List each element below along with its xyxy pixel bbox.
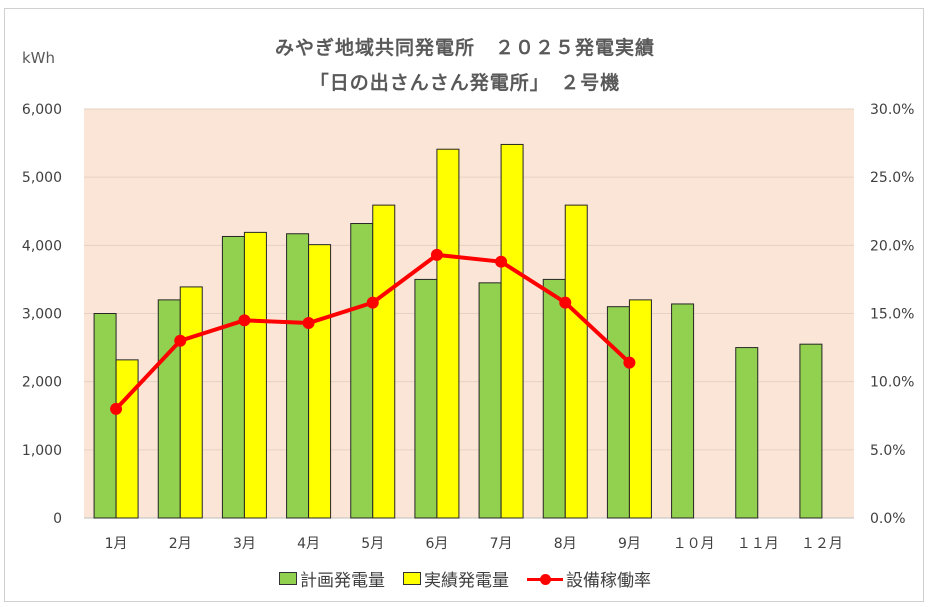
- y-tick-label: 1,000: [22, 443, 62, 459]
- bar-actual: [500, 143, 524, 519]
- point-utilization: [430, 248, 443, 261]
- legend-label-utilization: 設備稼働率: [566, 571, 651, 591]
- y2-tick-label: 25.0%: [870, 170, 914, 186]
- x-tick-label: 3月: [233, 536, 256, 552]
- legend-swatch-utilization: [527, 572, 563, 586]
- point-utilization: [495, 255, 508, 268]
- point-utilization: [238, 314, 251, 327]
- legend: 計画発電量 実績発電量 設備稼働率: [0, 566, 930, 591]
- bar-plan: [735, 347, 759, 519]
- bar-plan: [414, 278, 438, 519]
- x-tick-label: 9月: [618, 536, 641, 552]
- bar-plan: [542, 278, 566, 519]
- legend-swatch-actual: [403, 572, 421, 585]
- legend-label-actual: 実績発電量: [424, 571, 509, 591]
- bar-plan: [221, 235, 245, 519]
- y2-tick-label: 15.0%: [870, 307, 914, 323]
- y-axis-unit-label: kWh: [22, 49, 56, 67]
- legend-item-plan: 計画発電量: [279, 566, 385, 591]
- bar-plan: [350, 223, 374, 519]
- point-utilization: [174, 334, 187, 347]
- x-tick-label: 6月: [425, 536, 448, 552]
- x-tick-label: 8月: [554, 536, 577, 552]
- bar-actual: [628, 299, 652, 519]
- point-utilization: [366, 296, 379, 309]
- legend-swatch-plan: [279, 572, 297, 585]
- y2-tick-label: 10.0%: [870, 375, 914, 391]
- bar-plan: [799, 343, 823, 519]
- y-tick-label: 2,000: [22, 375, 62, 391]
- y2-tick-label: 30.0%: [870, 102, 914, 118]
- point-utilization: [110, 402, 123, 415]
- y-tick-label: 6,000: [22, 102, 62, 118]
- y-tick-label: 0: [53, 511, 62, 527]
- chart-frame: [4, 8, 924, 602]
- chart-title-line1: みやぎ地域共同発電所 ２０２５発電実績: [274, 37, 655, 59]
- x-tick-label: 1月: [105, 536, 128, 552]
- chart-title-line2: 「日の出さんさん発電所」 ２号機: [309, 72, 621, 94]
- point-utilization: [559, 296, 572, 309]
- bar-actual: [179, 286, 203, 519]
- bar-actual: [436, 148, 460, 519]
- legend-item-actual: 実績発電量: [403, 566, 509, 591]
- bar-actual: [372, 204, 396, 519]
- y2-tick-label: 20.0%: [870, 238, 914, 254]
- y-tick-label: 5,000: [22, 170, 62, 186]
- x-tick-label: １０月: [673, 536, 715, 552]
- bar-plan: [671, 303, 695, 519]
- y2-tick-label: 0.0%: [870, 511, 906, 527]
- bar-plan: [157, 299, 181, 519]
- y-tick-label: 3,000: [22, 307, 62, 323]
- y2-tick-label: 5.0%: [870, 443, 906, 459]
- legend-label-plan: 計画発電量: [300, 571, 385, 591]
- y-tick-label: 4,000: [22, 238, 62, 254]
- x-tick-label: 2月: [169, 536, 192, 552]
- x-tick-label: 7月: [490, 536, 513, 552]
- bar-actual: [243, 231, 267, 519]
- x-tick-label: １１月: [737, 536, 779, 552]
- legend-item-utilization: 設備稼働率: [527, 566, 651, 591]
- x-tick-label: １２月: [801, 536, 843, 552]
- bar-actual: [308, 244, 332, 519]
- x-tick-label: 4月: [297, 536, 320, 552]
- bar-actual: [564, 204, 588, 519]
- x-tick-label: 5月: [361, 536, 384, 552]
- bar-plan: [606, 306, 630, 519]
- bar-plan: [478, 282, 502, 519]
- point-utilization: [302, 317, 315, 330]
- bar-plan: [93, 313, 117, 519]
- bar-plan: [286, 233, 310, 519]
- bar-actual: [115, 359, 139, 519]
- point-utilization: [623, 356, 636, 369]
